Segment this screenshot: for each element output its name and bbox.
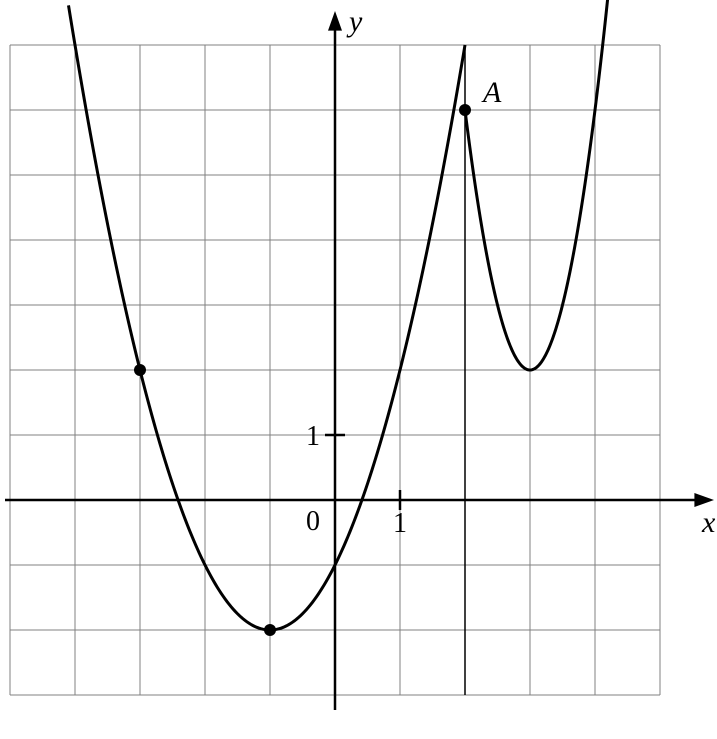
point-label-A: A	[481, 76, 502, 109]
data-point	[264, 624, 276, 636]
y-axis-label: y	[346, 5, 363, 38]
y-tick-label: 1	[306, 421, 320, 452]
origin-label: 0	[306, 506, 320, 537]
data-point	[459, 104, 471, 116]
x-tick-label: 1	[393, 508, 407, 539]
data-point	[134, 364, 146, 376]
chart-svg: 0 1 1 x y A	[0, 0, 717, 739]
x-axis-label: x	[701, 506, 716, 539]
coordinate-chart: 0 1 1 x y A	[0, 0, 717, 739]
